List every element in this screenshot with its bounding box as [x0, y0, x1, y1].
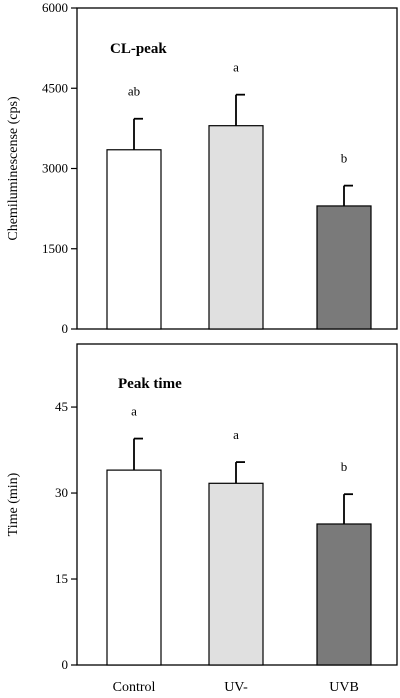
x-axis-categories: Control UV- UVB [113, 680, 359, 695]
significance-label-peak-time-uvb: b [341, 459, 348, 474]
y-tick-label-peak-time-45: 45 [55, 399, 68, 414]
significance-label-cl-peak-control: ab [128, 84, 140, 99]
y-tick-label-cl-peak-6000: 6000 [42, 0, 68, 15]
panel-title-peak-time: Peak time [118, 376, 182, 392]
x-tick-label-uv-minus: UV- [224, 680, 248, 695]
panel-cl-peak: CL-peak Chemiluminescense (cps) 0 1500 300… [6, 0, 398, 336]
y-tick-label-cl-peak-4500: 4500 [42, 80, 68, 95]
bar-peak-time-uvb [316, 523, 372, 666]
y-axis-label-cl-peak: Chemiluminescense (cps) [6, 96, 21, 241]
y-tick-label-cl-peak-1500: 1500 [42, 241, 68, 256]
x-tick-label-control: Control [113, 680, 156, 695]
panel-peak-time: Peak time Time (min) 0 15 30 45 a a b [6, 343, 398, 672]
bar-peak-time-uv-minus [208, 482, 264, 666]
bars-peak-time: a a b [106, 404, 372, 666]
bar-cl-peak-uv-minus [208, 125, 264, 330]
significance-label-peak-time-uv-minus: a [233, 427, 239, 442]
y-ticks-cl-peak: 0 1500 3000 4500 6000 [42, 0, 77, 336]
bar-cl-peak-control [106, 149, 162, 330]
y-tick-label-cl-peak-0: 0 [62, 321, 69, 336]
y-axis-label-peak-time: Time (min) [6, 472, 21, 536]
significance-label-cl-peak-uvb: b [341, 151, 348, 166]
y-ticks-peak-time: 0 15 30 45 [55, 399, 77, 672]
y-tick-label-cl-peak-3000: 3000 [42, 161, 68, 176]
bar-cl-peak-uvb [316, 205, 372, 330]
panel-title-cl-peak: CL-peak [110, 41, 167, 57]
significance-label-peak-time-control: a [131, 404, 137, 419]
y-tick-label-peak-time-0: 0 [62, 657, 69, 672]
x-tick-label-uvb: UVB [329, 680, 359, 695]
significance-label-cl-peak-uv-minus: a [233, 60, 239, 75]
bar-peak-time-control [106, 469, 162, 666]
y-tick-label-peak-time-30: 30 [55, 485, 68, 500]
y-tick-label-peak-time-15: 15 [55, 571, 68, 586]
